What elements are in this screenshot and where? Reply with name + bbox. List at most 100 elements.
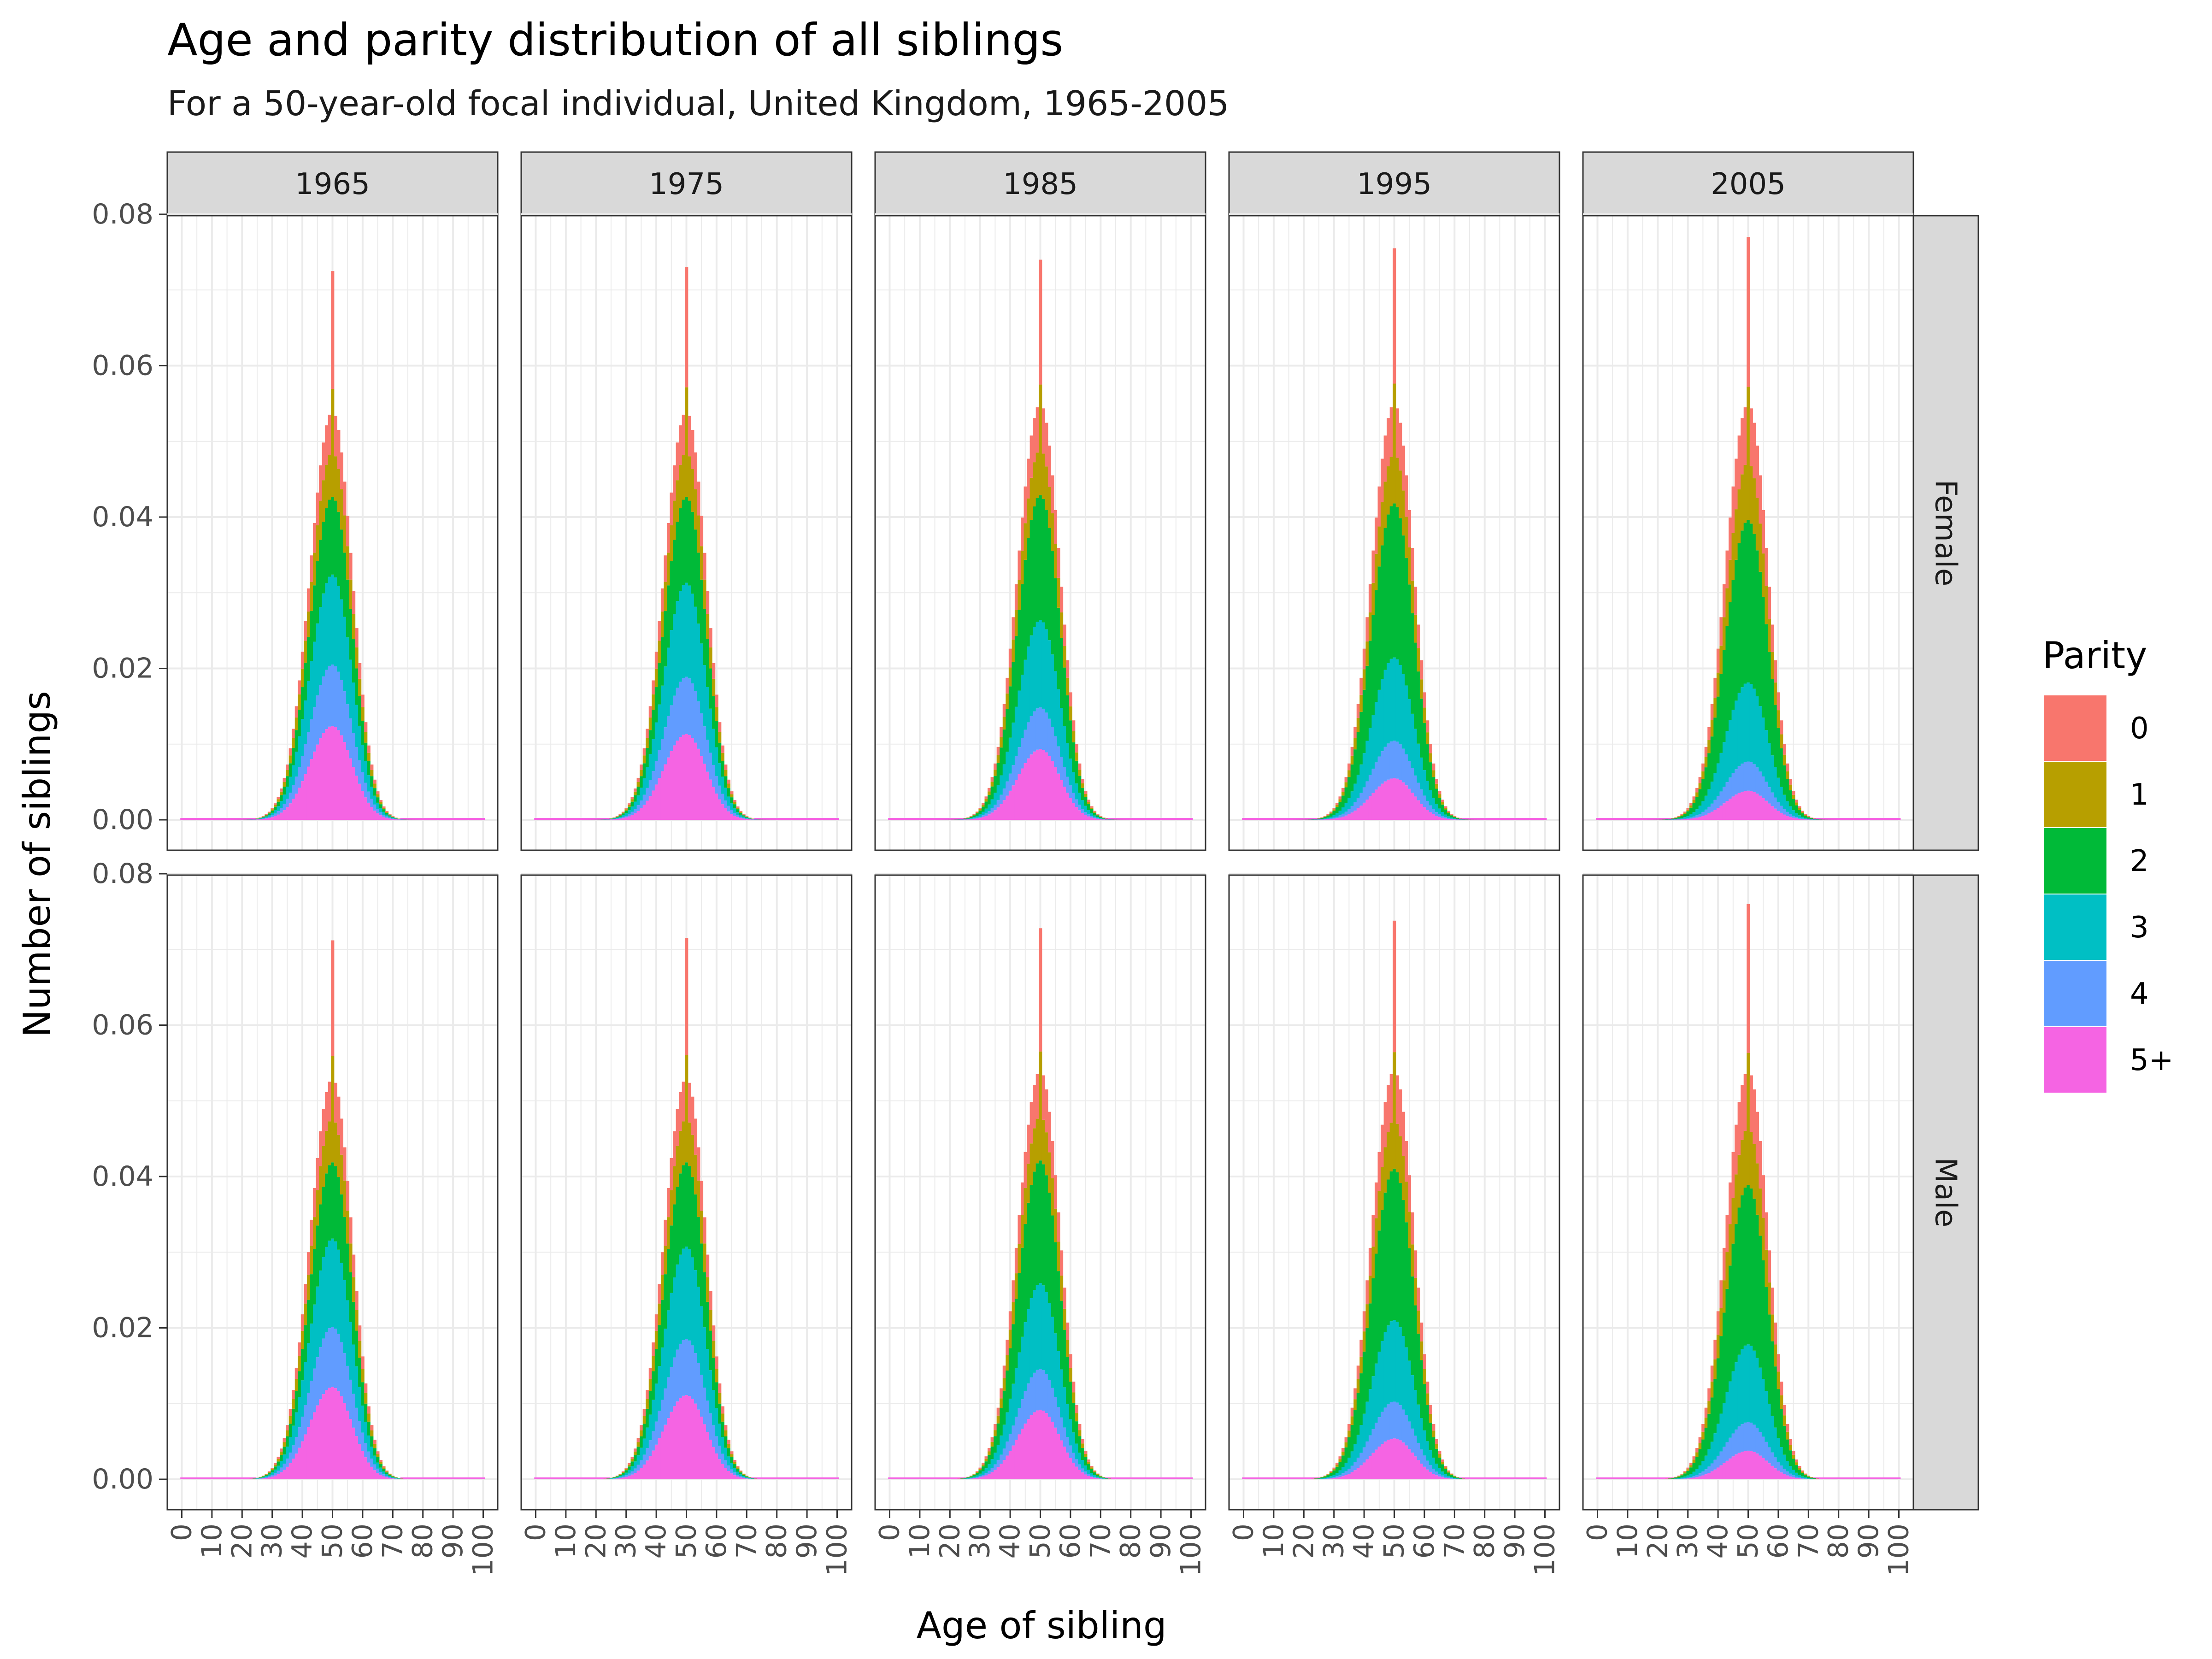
bar-segment-parity-2: [364, 742, 368, 761]
bar-segment-parity-5plus: [694, 1403, 697, 1479]
bar-segment-parity-3: [615, 1477, 619, 1478]
bar-segment-parity-0: [310, 1219, 313, 1246]
bar-segment-parity-0: [640, 1425, 643, 1430]
bar-segment-parity-2: [1405, 558, 1408, 686]
bar-segment-parity-3: [721, 1437, 724, 1454]
bar-segment-parity-4: [1008, 773, 1012, 791]
bar-segment-parity-1: [1689, 805, 1693, 808]
bar-segment-parity-3: [1087, 810, 1091, 815]
bar-segment-parity-5plus: [1120, 1477, 1124, 1479]
bar-segment-parity-2: [1411, 613, 1414, 714]
bar-segment-parity-4: [286, 1459, 289, 1467]
bar-segment-parity-3: [1066, 743, 1070, 777]
bar-segment-parity-5plus: [334, 1388, 337, 1479]
bar-segment-parity-3: [352, 682, 356, 733]
bar-segment-parity-1: [691, 1135, 694, 1177]
bar-segment-parity-5plus: [204, 1477, 208, 1479]
bar-segment-parity-1: [660, 612, 665, 637]
bar-segment-parity-5plus: [312, 1412, 317, 1479]
bar-segment-parity-3: [630, 1466, 634, 1471]
bar-segment-parity-1: [1347, 770, 1351, 777]
bar-segment-parity-5plus: [996, 807, 1000, 820]
bar-segment-parity-5plus: [210, 818, 214, 820]
bar-segment-parity-5plus: [1692, 818, 1696, 820]
bar-segment-parity-2: [990, 1446, 994, 1459]
bar-segment-parity-2: [355, 1330, 359, 1367]
bar-segment-parity-5plus: [1429, 812, 1432, 820]
bar-segment-parity-5plus: [1638, 818, 1641, 820]
bar-segment-parity-3: [1329, 817, 1333, 818]
bar-segment-parity-5plus: [1614, 818, 1618, 820]
bar-segment-parity-2: [294, 1391, 298, 1412]
bar-segment-parity-1: [636, 782, 640, 787]
bar-segment-parity-0: [337, 430, 341, 469]
bar-segment-parity-3: [1024, 1322, 1027, 1391]
bar-segment-parity-5plus: [1368, 796, 1372, 820]
bar-segment-parity-5plus: [757, 1477, 761, 1479]
bar-segment-parity-0: [1420, 660, 1424, 680]
bar-segment-parity-4: [376, 1468, 380, 1473]
bar-segment-parity-0: [733, 800, 737, 802]
bar-segment-parity-5plus: [790, 1477, 794, 1479]
bar-segment-parity-1: [379, 1462, 383, 1464]
bar-segment-parity-4: [1335, 817, 1339, 818]
bar-segment-parity-4: [1078, 804, 1082, 811]
bar-segment-parity-1: [352, 1277, 356, 1302]
bar-segment-parity-5plus: [555, 1477, 559, 1479]
bar-segment-parity-2: [1323, 817, 1327, 818]
bar-segment-parity-3: [397, 1478, 401, 1479]
bar-segment-parity-4: [730, 1469, 734, 1474]
bar-segment-parity-0: [1081, 779, 1084, 783]
bar-segment-parity-0: [682, 414, 685, 455]
bar-segment-parity-1: [1035, 453, 1039, 498]
bar-segment-parity-1: [1012, 639, 1015, 662]
bar-segment-parity-0: [1725, 550, 1729, 588]
bar-segment-parity-2: [1713, 718, 1717, 773]
bar-segment-parity-0: [379, 800, 383, 802]
bar-segment-parity-5plus: [933, 818, 937, 820]
bar-segment-parity-2: [748, 1477, 752, 1478]
bar-segment-parity-4: [271, 815, 274, 818]
bar-segment-parity-1: [975, 1472, 979, 1473]
bar-segment-parity-5plus: [906, 1477, 910, 1479]
bar-segment-parity-3: [1323, 818, 1327, 819]
bar-segment-parity-3: [373, 795, 377, 805]
bar-segment-parity-1: [1353, 738, 1357, 750]
bar-segment-parity-5plus: [552, 1477, 556, 1479]
bar-segment-parity-2: [373, 1448, 377, 1456]
bar-segment-parity-3: [1671, 819, 1675, 820]
bar-segment-parity-2: [1006, 1371, 1009, 1412]
bar-segment-parity-2: [963, 818, 967, 819]
bar-segment-parity-5plus: [576, 818, 580, 820]
bar-segment-parity-3: [370, 786, 374, 799]
bar-segment-parity-1: [981, 1465, 985, 1467]
bar-segment-parity-5plus: [1611, 818, 1615, 820]
bar-segment-parity-5plus: [888, 818, 892, 820]
bar-segment-parity-0: [975, 1471, 979, 1472]
bar-segment-parity-0: [1426, 720, 1430, 733]
bar-segment-parity-5plus: [1302, 818, 1306, 820]
bar-segment-parity-3: [621, 1474, 625, 1477]
bar-segment-parity-3: [963, 1478, 967, 1479]
bar-segment-parity-3: [1084, 1465, 1088, 1472]
bar-segment-parity-5plus: [627, 1476, 631, 1479]
bar-segment-parity-1: [1368, 612, 1372, 641]
bar-segment-parity-0: [1002, 1365, 1006, 1378]
bar-segment-parity-0: [654, 1314, 658, 1331]
bar-segment-parity-1: [1713, 697, 1717, 718]
bar-segment-parity-1: [319, 500, 323, 540]
bar-segment-parity-3: [748, 818, 752, 819]
bar-segment-parity-3: [978, 814, 982, 817]
bar-segment-parity-5plus: [298, 1447, 301, 1479]
bar-segment-parity-1: [1033, 1128, 1036, 1172]
bar-segment-parity-3: [984, 808, 988, 814]
bar-segment-parity-1: [742, 1474, 746, 1475]
bar-segment-parity-5plus: [448, 818, 452, 820]
bar-segment-parity-0: [1429, 744, 1432, 753]
bar-segment-parity-5plus: [1002, 800, 1006, 820]
bar-segment-parity-3: [745, 1477, 749, 1478]
bar-segment-parity-0: [1066, 1322, 1070, 1340]
bar-segment-parity-1: [1698, 783, 1702, 789]
bar-segment-parity-2: [334, 1166, 337, 1241]
bar-segment-parity-5plus: [630, 815, 634, 820]
